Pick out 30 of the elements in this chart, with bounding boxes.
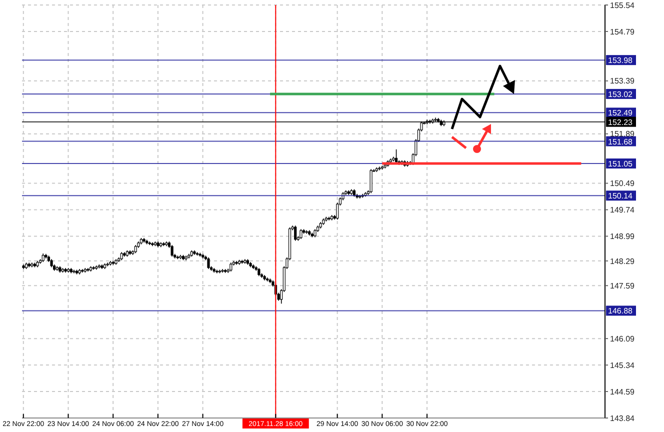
candlestick: [294, 225, 297, 242]
y-tick-label: 151.89: [610, 130, 636, 139]
candlestick: [370, 168, 372, 194]
ref-line-label: 152.23: [608, 118, 634, 127]
ref-line-label: 153.02: [608, 90, 634, 99]
y-tick-label: 145.34: [610, 360, 636, 370]
y-tick-label: 148.29: [610, 256, 636, 266]
candlestick: [300, 228, 302, 240]
candlestick: [216, 269, 218, 274]
candlestick: [394, 148, 398, 164]
y-tick-label: 150.49: [610, 179, 636, 188]
candlestick: [72, 269, 76, 274]
y-tick-label: 143.84: [610, 414, 636, 423]
y-tick-label: 155.54: [610, 0, 636, 10]
candlestick: [207, 256, 210, 270]
y-tick-label: 148.99: [610, 232, 636, 242]
y-tick-label: 146.09: [610, 334, 636, 344]
y-tick-label: 144.59: [610, 387, 636, 396]
y-tick-label: 149.74: [610, 206, 636, 215]
y-tick-label: 147.59: [610, 281, 636, 290]
y-tick-label: 153.39: [610, 76, 636, 86]
ref-line-label: 146.88: [608, 306, 634, 316]
candlestick: [378, 166, 381, 171]
candlestick: [170, 244, 174, 258]
ref-line-label: 152.49: [608, 108, 634, 118]
ref-line-label: 151.68: [608, 137, 634, 146]
y-tick-label: 154.79: [610, 27, 636, 36]
ref-line-label: 153.98: [608, 56, 634, 66]
ref-line-label: 151.05: [608, 159, 634, 168]
ref-line-label: 150.14: [608, 192, 634, 201]
